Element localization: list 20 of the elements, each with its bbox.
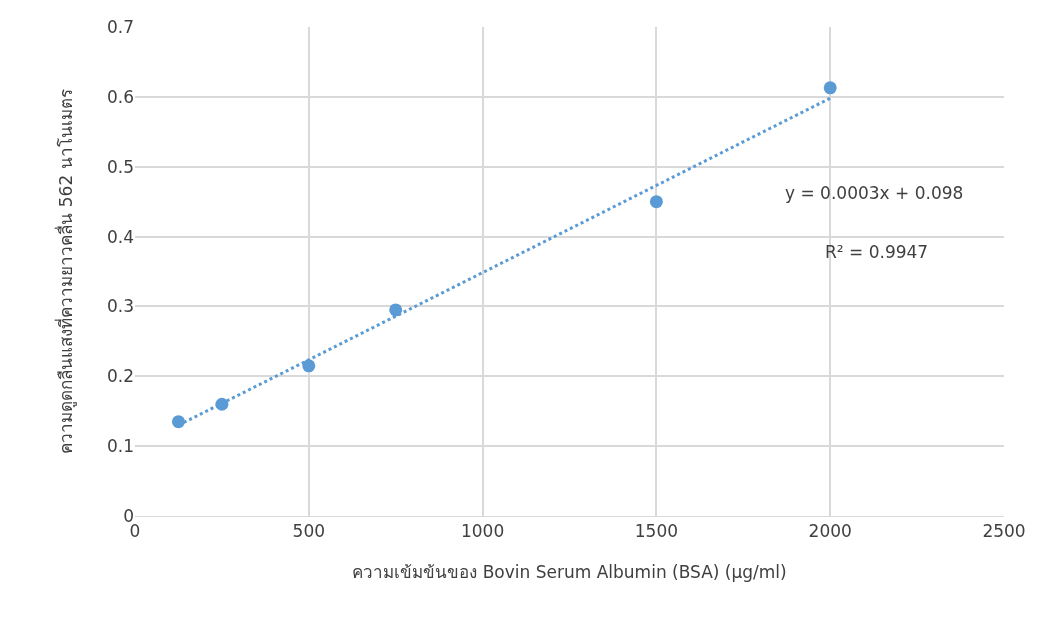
annotation: R² = 0.9947 [825,242,929,262]
y-tick-label: 0.5 [106,156,134,177]
point [302,359,316,373]
point [649,195,663,209]
x-tick-label: 1500 [634,521,679,542]
x-tick-label: 2500 [982,521,1026,542]
x-tick-label: 1000 [460,521,505,542]
point [823,81,837,95]
y-axis-title: ความดูดกลืนแสงที่ความยาวคลื่น 562 นาโนเมตร [53,89,77,454]
x-tick-label: 500 [292,521,326,542]
y-tick-label: 0.7 [106,16,134,37]
y-tick-label: 0.2 [106,366,134,387]
x-axis-title: ความเข้มข้นของ Bovin Serum Albumin (BSA) (µg/ml) [352,561,787,582]
point [389,303,403,317]
y-tick-label: 0.6 [106,86,134,107]
y-tick-label: 0.3 [106,296,134,317]
annotation: y = 0.0003x + 0.098 [785,183,964,203]
x-tick-label: 2000 [808,521,852,542]
y-tick-label: 0.4 [106,226,134,247]
y-tick-label: 0.1 [106,436,134,457]
